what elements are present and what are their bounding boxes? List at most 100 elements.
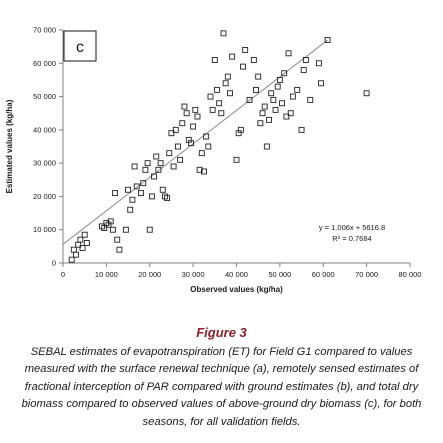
data-point <box>127 206 134 213</box>
data-point <box>363 90 370 97</box>
data-point <box>268 90 275 97</box>
x-tick-label: 40 000 <box>225 270 248 279</box>
x-tick-label: 20 000 <box>138 270 161 279</box>
data-point <box>192 106 199 113</box>
data-point <box>109 226 116 233</box>
data-point <box>194 113 201 120</box>
data-point <box>237 126 244 133</box>
panel-label-box <box>63 30 97 62</box>
data-point <box>166 150 173 157</box>
panel-label: c <box>76 39 84 56</box>
data-point <box>207 93 214 100</box>
data-point <box>209 106 216 113</box>
data-point <box>298 126 305 133</box>
data-point <box>181 103 188 110</box>
data-point <box>318 80 325 87</box>
trendline <box>62 39 328 245</box>
data-point <box>164 195 171 202</box>
y-tick-label: 10 000 <box>33 225 56 234</box>
y-tick-label: 60 000 <box>33 59 56 68</box>
x-tick-label: 30 000 <box>182 270 205 279</box>
data-point <box>255 73 262 80</box>
data-point <box>151 173 158 180</box>
x-tick-label: 80 000 <box>399 270 422 279</box>
x-tick-label: 70 000 <box>355 270 378 279</box>
data-point <box>177 156 184 163</box>
data-point <box>281 70 288 77</box>
data-point <box>300 66 307 73</box>
data-point <box>155 166 162 173</box>
data-point <box>77 236 84 243</box>
data-point <box>116 246 123 253</box>
data-points <box>62 30 370 263</box>
data-point <box>196 166 203 173</box>
data-point <box>144 160 151 167</box>
data-point <box>140 180 147 187</box>
r-squared-label: R² = 0.7684 <box>332 234 371 243</box>
y-tick-label: 30 000 <box>33 159 56 168</box>
data-point <box>307 96 314 103</box>
data-point <box>227 90 233 97</box>
data-point <box>201 168 207 175</box>
data-point <box>214 86 220 93</box>
y-tick-label: 20 000 <box>33 192 56 201</box>
data-point <box>242 47 249 53</box>
data-point <box>70 246 77 253</box>
data-point <box>270 96 277 103</box>
data-point <box>148 193 155 200</box>
data-point <box>81 231 88 238</box>
annotations: c y = 1.006x + 5616.8 R² = 0.7684 <box>63 30 385 243</box>
data-point <box>302 57 309 63</box>
data-point <box>68 256 75 263</box>
data-point <box>224 73 231 80</box>
y-tick-label: 70 000 <box>33 26 56 35</box>
data-point <box>183 110 190 117</box>
data-point <box>233 156 240 163</box>
figure-title: Figure 3 <box>196 325 247 340</box>
data-point <box>246 96 253 103</box>
x-tick-label: 60 000 <box>312 270 335 279</box>
data-point <box>315 60 322 67</box>
data-point <box>229 53 236 60</box>
data-point <box>285 50 292 57</box>
trendline-equation: y = 1.006x + 5616.8 <box>319 223 385 232</box>
data-point <box>240 63 246 70</box>
data-point <box>190 123 197 130</box>
data-point <box>73 251 79 258</box>
data-point <box>168 130 175 137</box>
data-point <box>220 30 227 37</box>
data-point <box>122 226 129 233</box>
data-point <box>218 110 225 117</box>
x-tick-label: 50 000 <box>268 270 291 279</box>
data-point <box>276 76 283 83</box>
figure-caption: SEBAL estimates of evapotranspiration (E… <box>21 346 422 428</box>
data-point <box>203 133 210 140</box>
data-point <box>157 160 164 167</box>
data-point <box>253 86 259 93</box>
data-point <box>257 120 264 127</box>
data-point <box>83 240 90 246</box>
data-point <box>146 226 153 233</box>
data-point <box>211 57 218 63</box>
data-point <box>261 103 268 110</box>
data-point <box>174 143 181 150</box>
data-point <box>179 120 186 127</box>
data-point <box>274 83 281 90</box>
axes: 0 10 000 20 000 30 000 40 000 50 000 60 000 70 … <box>5 26 421 295</box>
data-point <box>198 150 205 157</box>
y-axis-title: Estimated values (kg/ha) <box>5 99 14 193</box>
data-point <box>138 190 145 197</box>
y-tick-label: 0 <box>52 259 56 268</box>
data-point <box>129 196 136 203</box>
data-point <box>205 143 212 150</box>
scatter-chart: 0 10 000 20 000 30 000 40 000 50 000 60 000 70 … <box>5 26 421 295</box>
data-point <box>114 236 121 243</box>
data-point <box>272 106 279 113</box>
data-point <box>125 186 132 193</box>
data-point <box>159 186 166 193</box>
data-point <box>153 153 160 160</box>
data-point <box>188 140 194 147</box>
data-point <box>107 218 114 225</box>
data-point <box>283 113 290 120</box>
x-tick-label: 10 000 <box>95 270 118 279</box>
